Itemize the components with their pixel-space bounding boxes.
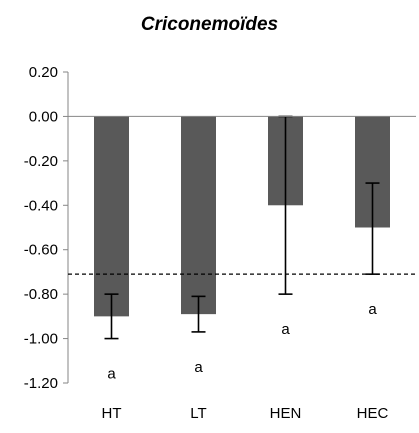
y-tick-label: -1.00 [24, 331, 58, 348]
significance-letter: a [281, 321, 290, 338]
x-tick-label: HT [102, 405, 122, 422]
y-tick-label: -0.20 [24, 153, 58, 170]
x-tick-label: HEC [357, 405, 389, 422]
significance-letters: a a a a [107, 301, 377, 382]
y-tick-label: -0.60 [24, 242, 58, 259]
y-tick-label: 0.20 [29, 64, 58, 81]
bar [181, 116, 216, 315]
x-tick-label: HEN [270, 405, 302, 422]
significance-letter: a [368, 301, 377, 318]
y-tick-label: 0.00 [29, 108, 58, 125]
significance-letter: a [107, 366, 116, 383]
chart-title: Criconemoïdes [140, 14, 279, 35]
y-tick-label: -0.80 [24, 286, 58, 303]
x-axis: HT LT HEN HEC [68, 115, 416, 422]
y-axis: 0.20 0.00 -0.20 -0.40 -0.60 -0.80 -1.00 -1.20 [24, 64, 69, 392]
x-tick-label: LT [190, 405, 206, 422]
y-tick-label: -1.20 [24, 375, 58, 392]
bars [94, 116, 390, 317]
y-tick-label: -0.40 [24, 197, 58, 214]
significance-letter: a [194, 359, 203, 376]
bar [94, 116, 129, 317]
error-bars [104, 115, 380, 340]
